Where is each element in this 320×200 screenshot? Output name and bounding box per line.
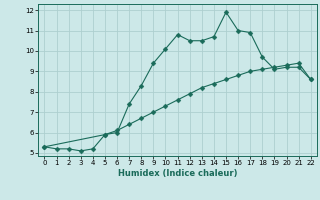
X-axis label: Humidex (Indice chaleur): Humidex (Indice chaleur) [118, 169, 237, 178]
